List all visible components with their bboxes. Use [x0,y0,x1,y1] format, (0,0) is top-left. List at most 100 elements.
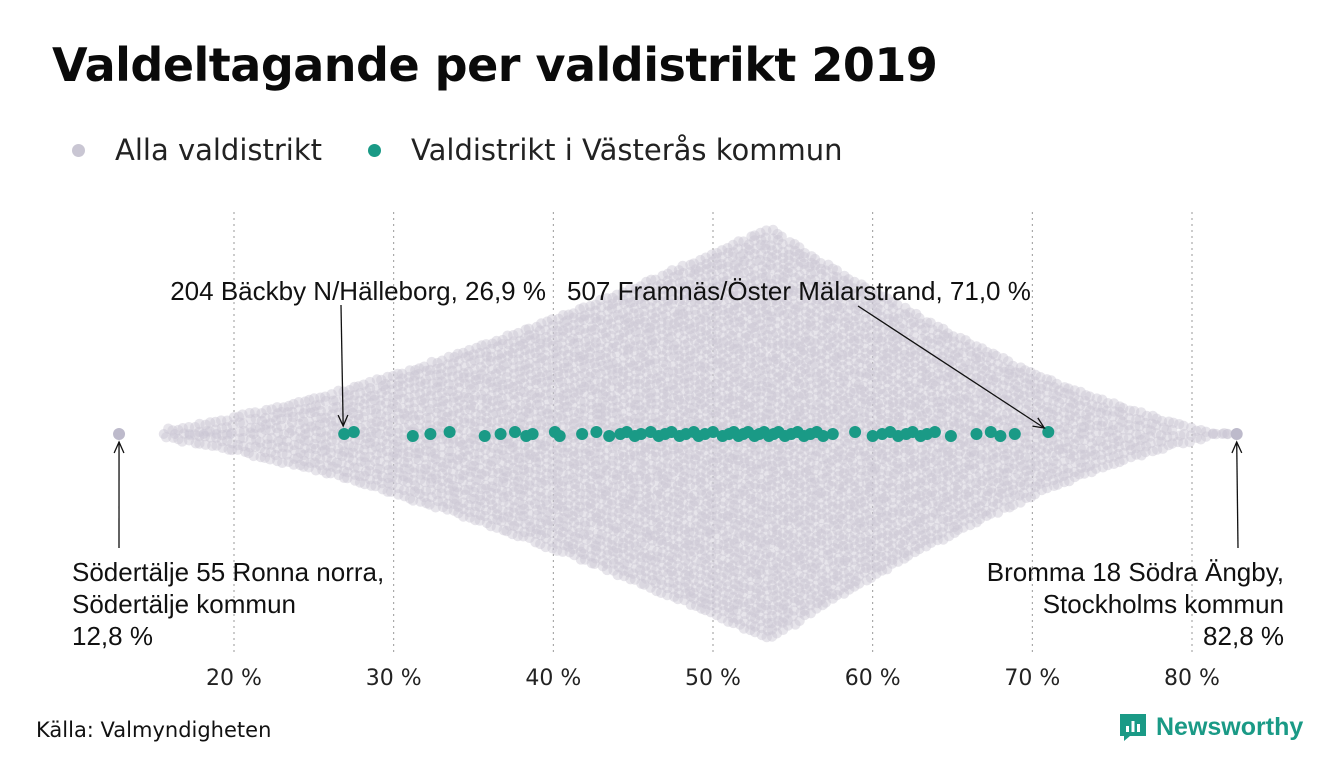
district-point [322,460,333,471]
district-point [387,433,399,444]
district-point [449,498,460,510]
district-point [623,441,635,452]
district-point [460,387,471,399]
district-point [315,405,326,417]
district-point [596,415,607,426]
district-point [628,360,639,371]
district-point [453,382,464,394]
district-point [640,416,651,427]
district-point [531,321,542,333]
district-point [442,498,454,509]
district-point [613,456,624,467]
district-point [386,471,398,483]
district-point [493,467,504,479]
district-point [504,411,515,423]
district-point [617,522,628,534]
district-point [283,456,294,467]
district-point [612,401,624,412]
district-point [361,386,372,397]
district-point [436,488,447,499]
district-point [314,399,325,410]
district-point [607,358,618,369]
district-point [639,506,651,518]
district-point [580,342,592,353]
district-point [547,543,558,554]
district-point [633,470,645,481]
district-point [586,537,597,548]
district-point [479,510,490,522]
district-point [388,439,399,450]
district-point [474,373,485,385]
district-point [629,378,640,390]
district-point [480,504,492,516]
district-point [448,505,460,516]
district-point [619,518,630,529]
district-point [530,528,542,539]
district-point [535,538,546,550]
district-point [314,419,326,430]
district-point [393,423,404,434]
district-point [569,325,580,336]
district-point [578,314,589,325]
district-point [399,414,410,425]
district-point [573,533,584,544]
district-point [558,331,569,343]
district-point [501,399,512,410]
district-point [574,324,585,336]
district-point [644,322,656,333]
district-point [570,484,581,495]
district-point [628,537,639,548]
district-point [618,398,629,410]
district-point [430,442,441,453]
district-point [564,495,575,506]
district-point [513,452,525,464]
district-point [503,459,514,471]
district-point [586,558,598,569]
district-point [442,359,453,370]
district-point [361,432,372,444]
district-point [612,302,623,314]
district-point [564,421,575,432]
district-point [618,512,629,523]
district-point [579,396,590,407]
district-point [454,376,465,387]
district-point [607,342,618,354]
district-point [442,472,454,483]
district-point [468,460,480,472]
district-point [364,451,375,462]
district-point [426,492,437,503]
district-point [349,390,360,401]
district-point [623,469,634,480]
district-point [491,335,502,347]
district-point [487,456,498,467]
district-point [314,453,326,464]
district-point [470,428,481,439]
district-point [436,387,448,398]
district-point [509,416,520,427]
district-point [623,362,635,374]
district-point [634,288,646,299]
district-point [619,465,630,476]
district-point [556,350,567,361]
district-point [453,501,464,512]
district-point [574,442,585,453]
district-point [575,554,587,565]
district-point [420,374,432,385]
district-point [578,507,590,519]
district-point [402,410,413,422]
district-point [458,476,469,487]
district-point [635,281,646,292]
district-point [589,357,600,369]
district-point [480,479,491,491]
district-point [409,370,421,381]
district-point [611,489,623,500]
district-point [529,517,540,528]
district-point [551,473,562,484]
district-point [551,353,562,364]
district-point [255,451,266,463]
district-point [607,415,618,427]
district-point [497,444,508,456]
district-point [589,448,600,459]
district-point [376,387,387,399]
district-point [607,421,619,433]
